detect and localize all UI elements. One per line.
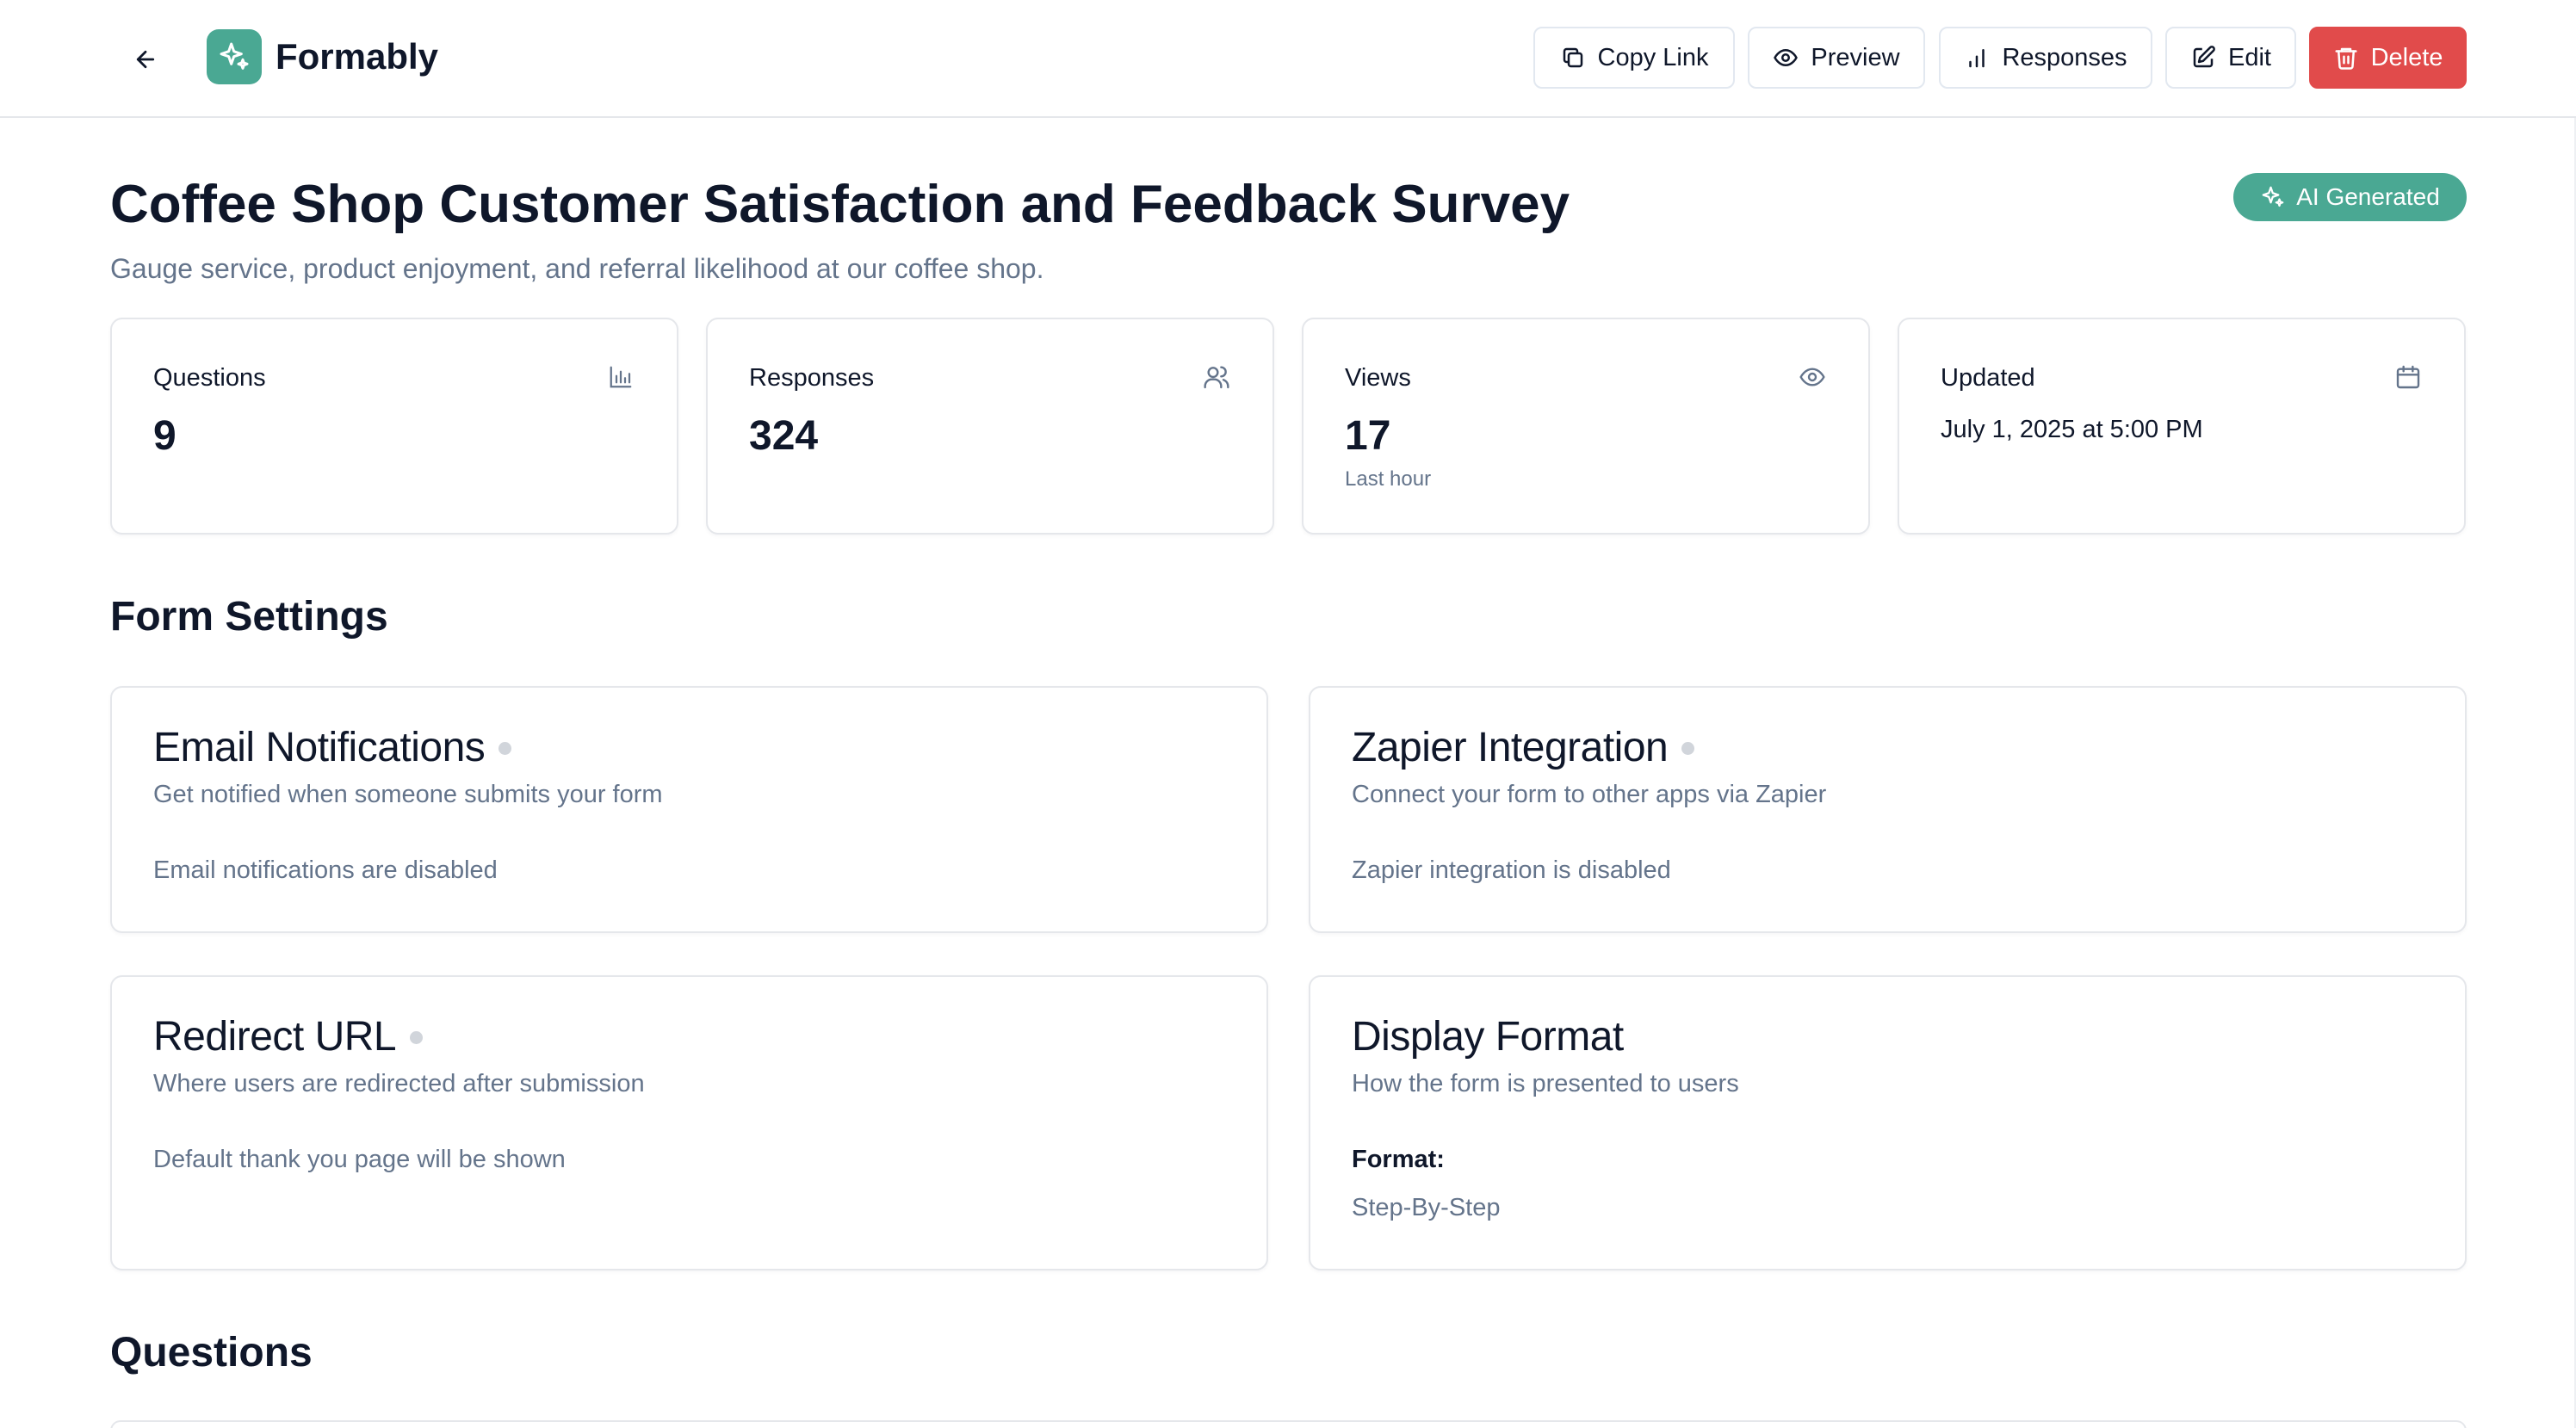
card-title-text: Display Format — [1352, 1014, 1624, 1060]
eye-icon — [1799, 368, 1825, 386]
stat-subtext: Last hour — [1345, 467, 1432, 491]
trash-icon — [2335, 47, 2357, 70]
users-icon — [1204, 366, 1229, 389]
card-title: Display Format — [1352, 1011, 1624, 1063]
stat-label: Views — [1345, 364, 1411, 392]
format-value: Step-By-Step — [1352, 1194, 1501, 1221]
card-title: Email Notifications — [153, 722, 512, 774]
zapier-integration-card[interactable]: Zapier Integration Connect your form to … — [1309, 686, 2467, 933]
responses-button[interactable]: Responses — [1939, 27, 2152, 89]
stat-value-date: July 1, 2025 at 5:00 PM — [1941, 416, 2203, 443]
card-description: Get notified when someone submits your f… — [153, 781, 663, 808]
format-label: Format: — [1352, 1146, 1445, 1173]
questions-heading: Questions — [110, 1330, 313, 1375]
top-header: Formably Copy Link Preview Responses Edi… — [0, 0, 2576, 118]
edit-button[interactable]: Edit — [2165, 27, 2296, 89]
copy-icon — [1563, 47, 1582, 68]
arrow-left-icon — [136, 50, 155, 69]
responses-label: Responses — [2002, 43, 2127, 71]
card-status: Default thank you page will be shown — [153, 1146, 566, 1173]
redirect-url-card[interactable]: Redirect URL Where users are redirected … — [110, 975, 1268, 1270]
display-format-card[interactable]: Display Format How the form is presented… — [1309, 975, 2467, 1270]
copy-link-button[interactable]: Copy Link — [1533, 27, 1735, 89]
card-status: Email notifications are disabled — [153, 856, 498, 884]
preview-button[interactable]: Preview — [1748, 27, 1925, 89]
status-dot — [410, 1030, 424, 1044]
stat-value: 17 — [1345, 413, 1391, 459]
stat-card-questions: Questions 9 — [110, 318, 678, 535]
bar-chart-icon — [610, 366, 632, 388]
questions-list-container — [110, 1420, 2467, 1428]
card-description: How the form is presented to users — [1352, 1070, 1739, 1097]
stat-value: 9 — [153, 413, 176, 459]
pencil-square-icon — [2193, 46, 2215, 68]
page-title: Coffee Shop Customer Satisfaction and Fe… — [110, 175, 1570, 234]
card-title: Zapier Integration — [1352, 722, 1695, 774]
stat-card-responses: Responses 324 — [706, 318, 1274, 535]
card-title-text: Zapier Integration — [1352, 725, 1669, 770]
scrollbar-track[interactable] — [2574, 118, 2576, 1428]
stat-value: 324 — [749, 413, 819, 459]
calendar-icon — [2396, 365, 2420, 389]
edit-label: Edit — [2228, 43, 2271, 71]
bar-chart-icon — [1969, 49, 1985, 68]
stat-label: Questions — [153, 364, 266, 392]
brand-logo[interactable] — [207, 29, 262, 84]
email-notifications-card[interactable]: Email Notifications Get notified when so… — [110, 686, 1268, 933]
stat-label: Updated — [1941, 364, 2035, 392]
ai-generated-badge: AI Generated — [2233, 173, 2467, 221]
card-description: Where users are redirected after submiss… — [153, 1070, 645, 1097]
form-settings-heading: Form Settings — [110, 594, 388, 640]
status-dot — [1681, 741, 1695, 755]
card-title-text: Redirect URL — [153, 1014, 397, 1060]
sparkles-icon — [220, 42, 249, 70]
card-title-text: Email Notifications — [153, 725, 486, 770]
brand-name[interactable]: Formably — [276, 36, 439, 77]
status-dot — [498, 741, 512, 755]
copy-link-label: Copy Link — [1597, 43, 1709, 71]
card-description: Connect your form to other apps via Zapi… — [1352, 781, 1827, 808]
stat-label: Responses — [749, 364, 875, 392]
ai-badge-label: AI Generated — [2296, 183, 2440, 210]
card-title: Redirect URL — [153, 1011, 424, 1063]
card-status: Zapier integration is disabled — [1352, 856, 1671, 884]
page-description: Gauge service, product enjoyment, and re… — [110, 253, 1044, 284]
sparkles-icon — [2262, 186, 2284, 207]
stat-card-updated: Updated July 1, 2025 at 5:00 PM — [1898, 318, 2466, 535]
stat-card-views: Views 17 Last hour — [1302, 318, 1870, 535]
delete-label: Delete — [2370, 43, 2443, 71]
eye-icon — [1774, 48, 1799, 67]
back-button[interactable] — [127, 41, 164, 77]
delete-button[interactable]: Delete — [2309, 27, 2467, 89]
preview-label: Preview — [1811, 43, 1900, 71]
